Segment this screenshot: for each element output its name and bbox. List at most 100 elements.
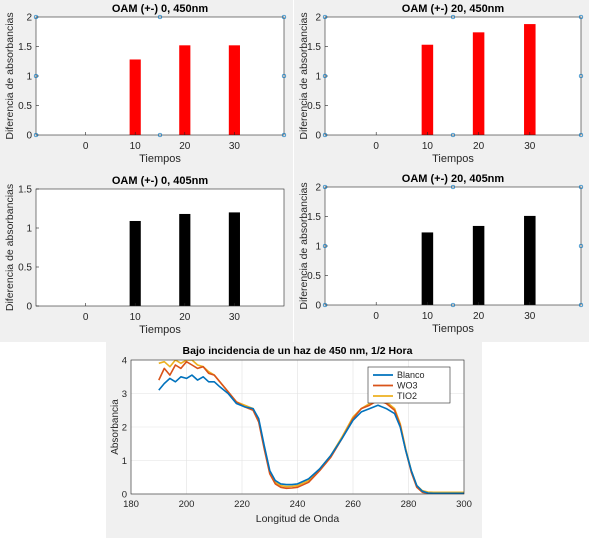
x-axis-label: Tiempos (432, 323, 474, 335)
edge-marker (157, 132, 163, 138)
plot-area (36, 17, 284, 135)
legend-label: WO3 (397, 381, 418, 391)
x-tick-label: 300 (456, 499, 472, 510)
y-axis-label: Diferencia de absorbancias (298, 182, 310, 309)
x-tick-label: 30 (524, 141, 536, 152)
bar-10 (421, 232, 434, 305)
line-chart-panel: 0 1 2 3 4 180 200 220 240 260 280 300 Bajo incidenci… (106, 342, 482, 538)
y-tick-label: 0 (122, 490, 127, 501)
x-axis-label: Tiempos (432, 153, 474, 165)
edge-marker (450, 184, 456, 190)
chart-title: OAM (+-) 20, 405nm (402, 173, 505, 185)
bar-10 (129, 59, 141, 136)
x-tick-label: 30 (229, 312, 241, 323)
plot-area (325, 17, 581, 135)
x-tick-label: 30 (229, 141, 241, 152)
chart-title: OAM (+-) 0, 450nm (112, 3, 208, 15)
y-tick-label: 0 (26, 131, 32, 142)
bar-chart-oam-0-405nm: 0 0.5 1 1.5 0 10 20 30 OAM (+-) 0, 405nm Tiempos D… (0, 170, 293, 342)
edge-marker (322, 73, 328, 79)
y-tick-label: 0 (315, 131, 321, 142)
y-tick-label: 0.5 (18, 263, 32, 274)
edge-marker (450, 14, 456, 20)
edge-marker (281, 132, 287, 138)
bar-chart-panel-4: 0 0.5 1 1.5 2 0 10 20 30 OAM (+-) 20, 405nm Tiempo… (294, 170, 589, 342)
edge-marker (33, 73, 39, 79)
x-tick-label: 10 (422, 141, 434, 152)
chart-title: OAM (+-) 20, 450nm (402, 3, 505, 15)
axes-box (35, 188, 285, 307)
x-tick-label: 240 (290, 499, 306, 510)
bar-10 (421, 44, 434, 136)
x-tick-label: 10 (130, 312, 142, 323)
y-tick-label: 1.5 (307, 42, 321, 53)
edge-marker (578, 302, 584, 308)
y-axis-label: Diferencia de absorbancias (298, 12, 310, 139)
y-tick-label: 0.5 (307, 271, 321, 282)
edge-marker (322, 132, 328, 138)
x-tick-label: 220 (234, 499, 250, 510)
y-tick-label: 1 (122, 456, 127, 467)
x-tick-label: 10 (130, 141, 142, 152)
edge-marker (322, 243, 328, 249)
series-line-blanco (158, 374, 464, 494)
edge-marker (450, 302, 456, 308)
edge-marker (281, 73, 287, 79)
bar-20 (472, 225, 485, 305)
edge-marker (578, 184, 584, 190)
bar-20 (179, 45, 191, 135)
bar-30 (524, 215, 536, 305)
x-tick-label: 180 (123, 499, 139, 510)
edge-marker (322, 14, 328, 20)
edge-marker (322, 184, 328, 190)
y-tick-label: 1 (315, 242, 321, 253)
y-tick-label: 2 (122, 423, 127, 434)
edge-marker (578, 14, 584, 20)
y-tick-label: 1.5 (18, 42, 32, 53)
plot-area (325, 187, 581, 305)
bar-chart-panel-3: 0 0.5 1 1.5 0 10 20 30 OAM (+-) 0, 405nm Tiempos D… (0, 170, 293, 342)
x-tick-label: 260 (345, 499, 361, 510)
x-tick-label: 280 (401, 499, 417, 510)
x-tick-label: 20 (473, 311, 485, 322)
edge-marker (578, 73, 584, 79)
y-tick-label: 0 (315, 301, 321, 312)
x-tick-label: 200 (179, 499, 195, 510)
y-tick-label: 1 (26, 224, 32, 235)
x-axis-label: Longitud de Onda (256, 513, 340, 525)
legend-label: TIO2 (397, 391, 417, 401)
y-tick-label: 1 (315, 72, 321, 83)
x-axis-label: Tiempos (139, 153, 181, 165)
x-tick-label: 30 (524, 311, 536, 322)
y-tick-label: 2 (315, 13, 321, 24)
edge-marker (322, 302, 328, 308)
bar-10 (129, 220, 141, 306)
edge-marker (33, 132, 39, 138)
y-tick-label: 2 (315, 183, 321, 194)
bar-20 (179, 213, 191, 306)
x-axis-label: Tiempos (139, 324, 181, 336)
bar-30 (228, 212, 240, 306)
bar-20 (472, 32, 485, 136)
x-tick-label: 20 (473, 141, 485, 152)
legend-label: Blanco (397, 370, 425, 380)
x-tick-label: 20 (179, 141, 191, 152)
y-tick-label: 0 (26, 302, 32, 313)
y-axis-label: Diferencia de absorbancias (4, 12, 16, 139)
chart-title: Bajo incidencia de un haz de 450 nm, 1/2… (183, 345, 413, 357)
bar-chart-panel-2: 0 0.5 1 1.5 2 0 10 20 30 OAM (+-) 20, 450nm Tiempo… (294, 0, 589, 170)
y-tick-label: 0.5 (307, 101, 321, 112)
x-tick-label: 0 (373, 311, 379, 322)
y-axis-label: Diferencia de absorbancias (4, 184, 16, 311)
x-tick-label: 0 (373, 141, 379, 152)
edge-marker (450, 132, 456, 138)
edge-marker (157, 14, 163, 20)
edge-marker (33, 14, 39, 20)
edge-marker (578, 243, 584, 249)
x-tick-label: 0 (83, 312, 89, 323)
y-tick-label: 1.5 (307, 212, 321, 223)
x-tick-label: 10 (422, 311, 434, 322)
